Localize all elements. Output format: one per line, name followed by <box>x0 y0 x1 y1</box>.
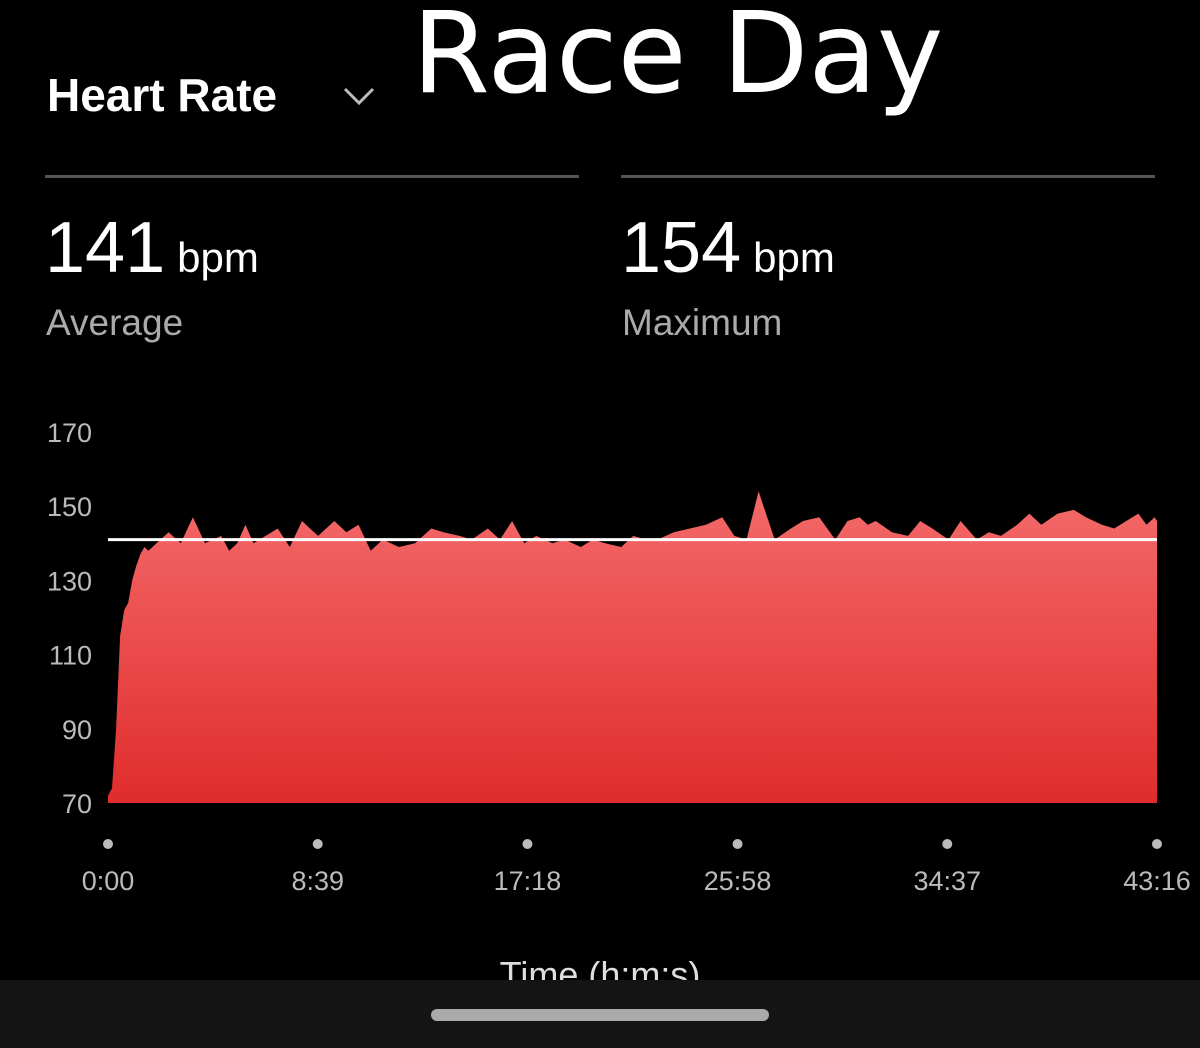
y-tick-label: 130 <box>47 566 92 596</box>
x-tick-dot <box>732 839 743 849</box>
x-tick-dot <box>312 839 323 849</box>
metric-dropdown-label: Heart Rate <box>47 69 278 121</box>
chevron-down-icon <box>343 86 375 111</box>
average-unit: bpm <box>177 234 259 281</box>
maximum-unit: bpm <box>753 234 835 281</box>
x-tick-label: 17:18 <box>494 866 562 896</box>
y-tick-label: 150 <box>47 492 92 522</box>
maximum-value: 154 bpm <box>621 212 835 284</box>
x-tick-label: 25:58 <box>704 866 772 896</box>
metric-dropdown[interactable]: Heart Rate <box>47 68 375 122</box>
average-number: 141 <box>45 208 166 288</box>
maximum-label: Maximum <box>622 302 783 343</box>
divider-right <box>621 175 1155 178</box>
overlay-title: Race Day <box>412 0 944 119</box>
x-tick-dot <box>522 839 533 849</box>
x-tick-label: 43:16 <box>1123 866 1191 896</box>
y-tick-label: 90 <box>62 715 92 745</box>
average-value: 141 bpm <box>45 212 259 284</box>
x-tick-label: 34:37 <box>913 866 981 896</box>
y-tick-label: 110 <box>49 641 92 671</box>
divider-left <box>45 175 579 178</box>
x-tick-label: 8:39 <box>291 866 344 896</box>
x-axis-title: Time (h:m:s) <box>500 954 701 980</box>
x-tick-dot <box>942 839 953 849</box>
y-tick-label: 170 <box>47 418 92 448</box>
y-tick-label: 70 <box>62 789 92 819</box>
x-tick-dot <box>1152 839 1162 849</box>
heart-rate-chart: 70 90 110 130 150 170 0:00 8:39 17:18 25:58 34:37… <box>47 418 1191 980</box>
maximum-number: 154 <box>621 208 742 288</box>
average-label: Average <box>46 302 184 343</box>
home-gesture-handle[interactable] <box>431 1009 769 1021</box>
x-tick-label: 0:00 <box>82 866 135 896</box>
x-tick-dot <box>103 839 113 849</box>
heart-rate-area <box>108 491 1157 803</box>
